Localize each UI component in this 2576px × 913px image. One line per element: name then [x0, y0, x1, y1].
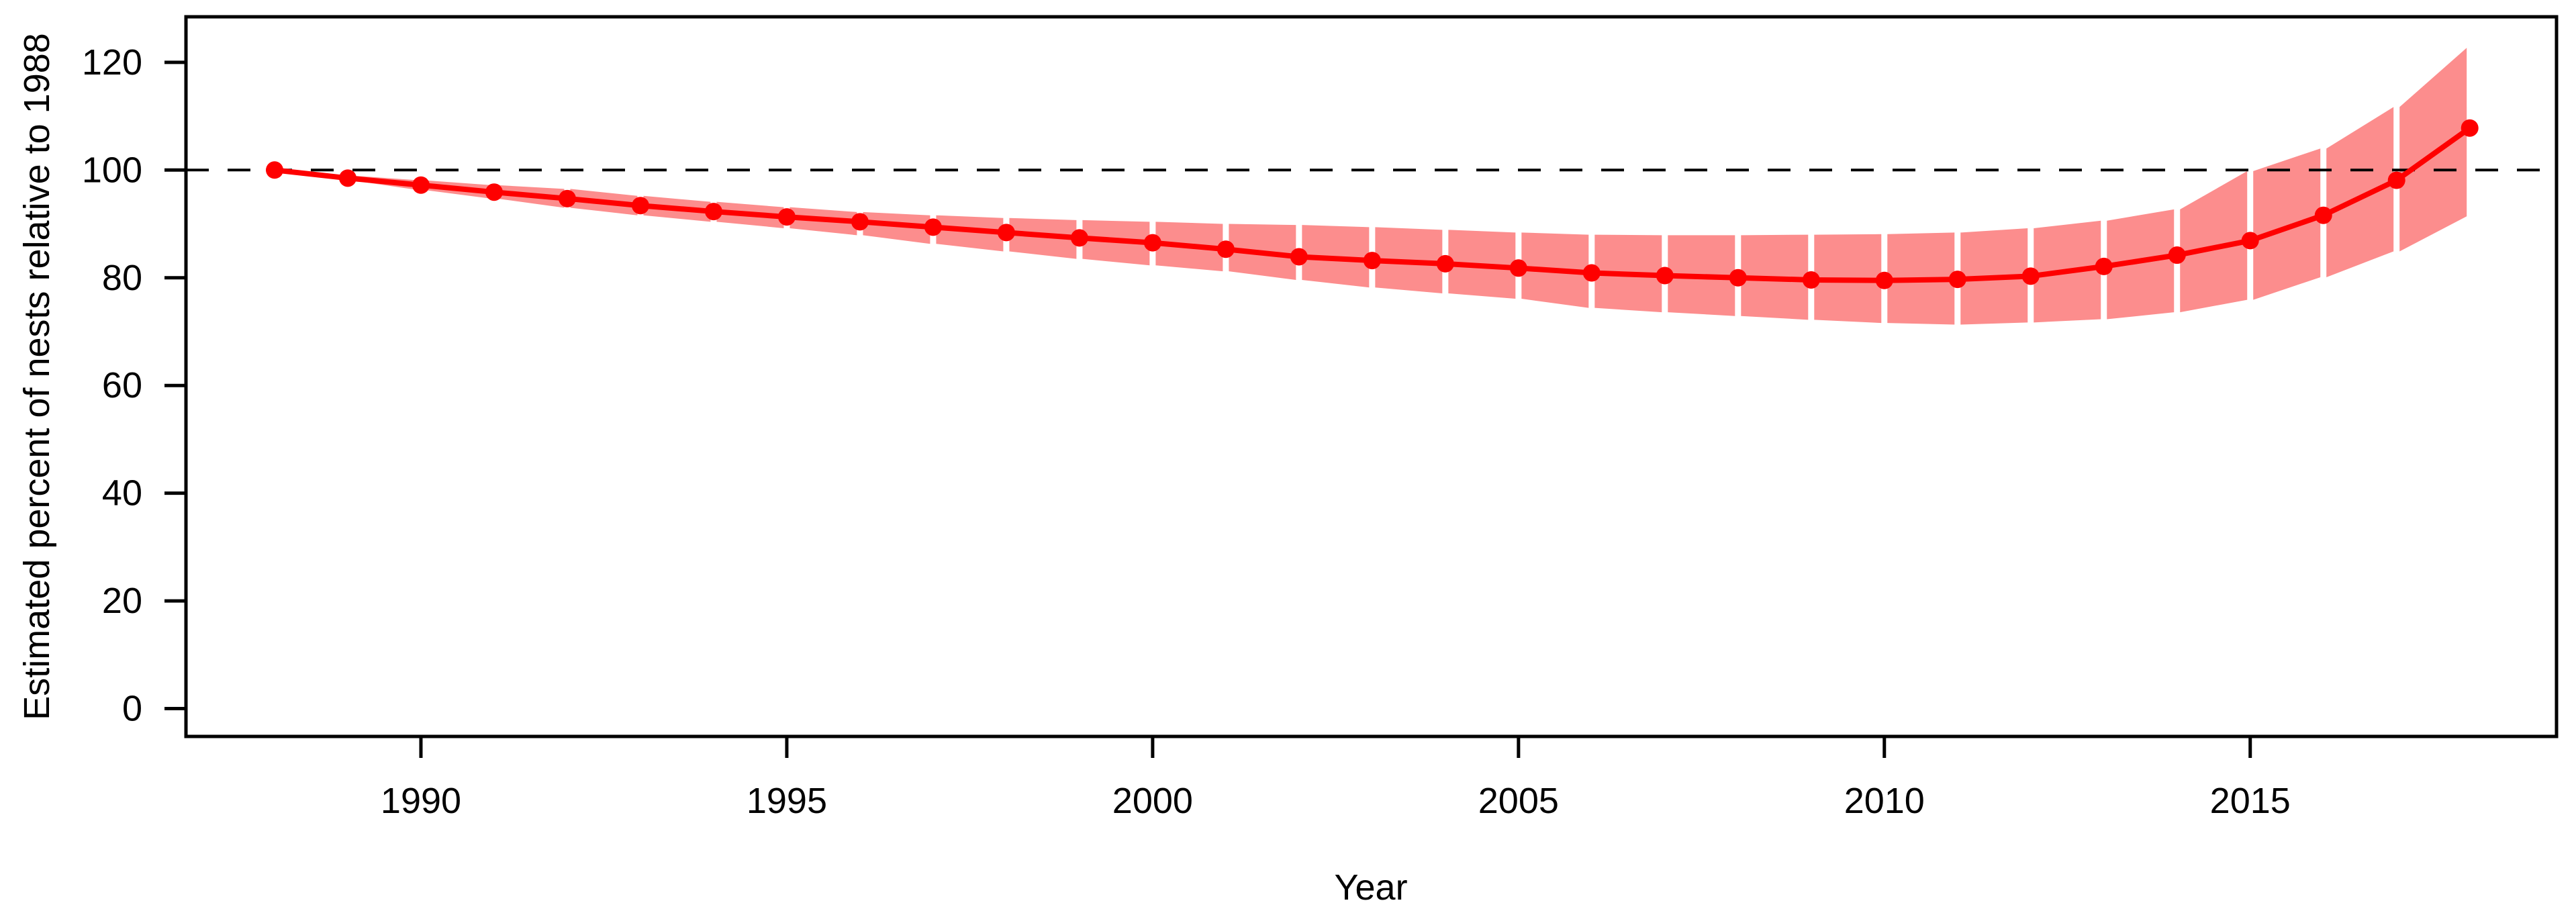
x-tick-label-1990: 1990: [381, 781, 461, 821]
data-point-1991: [485, 183, 503, 201]
data-point-1994: [704, 203, 722, 221]
y-tick-label-120: 120: [82, 42, 142, 83]
band-segment-1998-1999: [1009, 218, 1077, 259]
data-point-2017: [2387, 171, 2405, 189]
data-point-1995: [777, 208, 796, 226]
band-segment-2013-2014: [2107, 209, 2175, 320]
data-point-2008: [1729, 269, 1747, 287]
y-tick-label-40: 40: [102, 473, 142, 514]
data-point-2018: [2461, 119, 2479, 137]
data-point-1990: [412, 176, 430, 194]
data-point-2013: [2095, 257, 2113, 275]
x-tick-label-2005: 2005: [1478, 781, 1559, 821]
data-point-1996: [851, 213, 869, 231]
data-point-2004: [1436, 254, 1454, 273]
data-point-2009: [1802, 271, 1820, 289]
confidence-band-layer: [277, 48, 2467, 325]
y-tick-label-20: 20: [102, 581, 142, 621]
data-point-2015: [2241, 232, 2259, 250]
x-axis-title: Year: [1334, 867, 1407, 908]
data-point-1992: [558, 189, 576, 207]
y-axis-title: Estimated percent of nests relative to 1…: [17, 33, 57, 720]
data-point-2007: [1656, 267, 1674, 285]
band-segment-2015-2016: [2253, 148, 2321, 300]
data-points-layer: [266, 119, 2479, 289]
band-segment-1997-1998: [936, 215, 1004, 252]
data-point-1993: [631, 197, 649, 215]
data-point-1989: [338, 169, 356, 187]
y-tick-label-80: 80: [102, 258, 142, 298]
x-tick-label-2015: 2015: [2210, 781, 2291, 821]
data-point-1988: [266, 161, 283, 179]
data-point-1997: [924, 218, 942, 236]
data-point-2000: [1143, 234, 1161, 252]
data-point-2016: [2314, 206, 2332, 224]
data-point-1998: [997, 224, 1015, 242]
x-tick-label-2010: 2010: [1844, 781, 1925, 821]
y-tick-label-100: 100: [82, 150, 142, 190]
data-point-2001: [1217, 240, 1235, 258]
data-point-2014: [2168, 246, 2186, 265]
band-segment-2014-2015: [2180, 171, 2248, 313]
band-segment-2017-2018: [2399, 48, 2467, 252]
data-point-2005: [1509, 259, 1527, 277]
data-point-2011: [1948, 271, 1966, 289]
band-segment-2016-2017: [2326, 107, 2394, 277]
y-tick-label-0: 0: [122, 689, 142, 729]
data-point-2010: [1875, 271, 1893, 289]
data-point-2006: [1582, 264, 1601, 282]
data-point-2003: [1363, 252, 1381, 270]
x-axis: 1990 1995 2000 2005 2010 2015: [381, 736, 2291, 821]
x-tick-label-1995: 1995: [747, 781, 827, 821]
y-tick-label-60: 60: [102, 365, 142, 405]
band-segment-1996-1997: [863, 211, 931, 244]
data-point-1999: [1070, 229, 1088, 247]
data-point-2012: [2021, 267, 2040, 285]
data-point-2002: [1290, 248, 1308, 266]
plot-box: [184, 15, 2559, 738]
x-tick-label-2000: 2000: [1112, 781, 1193, 821]
y-axis: 0 20 40 60 80 100 120: [82, 42, 186, 729]
